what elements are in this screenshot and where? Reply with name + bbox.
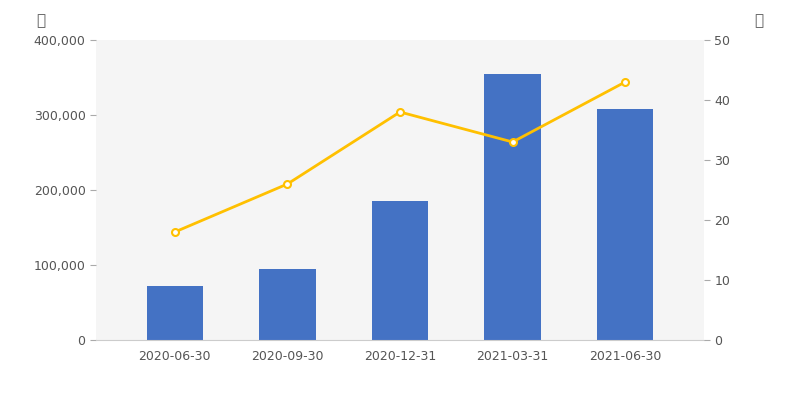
Text: 户: 户 (37, 13, 46, 28)
Bar (146, 286, 203, 340)
Bar (597, 109, 654, 340)
Bar (485, 74, 541, 340)
Bar (372, 201, 428, 340)
Text: 元: 元 (754, 13, 763, 28)
Bar (259, 269, 315, 340)
